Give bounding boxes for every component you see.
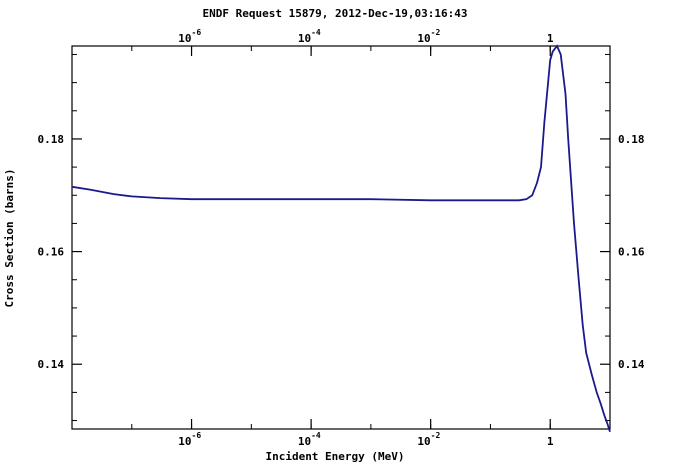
axis-ticks [71, 46, 611, 429]
x-tick-exponent: -6 [192, 28, 202, 37]
y-axis-label: Cross Section (barns) [3, 168, 16, 307]
y-tick-label: 0.14 [38, 358, 65, 371]
x-tick-label: 1 [547, 435, 554, 448]
x-tick-label: 10 [178, 32, 191, 45]
y-tick-label: 0.18 [618, 133, 645, 146]
x-tick-exponent: -4 [311, 28, 321, 37]
x-tick-exponent: -6 [192, 431, 202, 440]
x-tick-exponent: -2 [431, 431, 441, 440]
x-tick-label: 1 [547, 32, 554, 45]
y-tick-label: 0.18 [38, 133, 65, 146]
x-tick-label: 10 [417, 32, 430, 45]
x-tick-labels-bottom: 10 -6 10 -4 10 -2 1 [178, 431, 554, 448]
plot-frame [71, 45, 611, 430]
chart-title: ENDF Request 15879, 2012-Dec-19,03:16:43 [203, 7, 468, 20]
x-tick-exponent: -2 [431, 28, 441, 37]
y-tick-labels-left: 0.14 0.16 0.18 [38, 133, 65, 371]
y-tick-label: 0.16 [618, 246, 645, 259]
y-tick-label: 0.16 [38, 246, 65, 259]
y-tick-label: 0.14 [618, 358, 645, 371]
x-tick-label: 10 [298, 435, 311, 448]
x-tick-label: 10 [417, 435, 430, 448]
x-tick-label: 10 [298, 32, 311, 45]
y-tick-labels-right: 0.14 0.16 0.18 [618, 133, 645, 371]
series-line [71, 44, 611, 433]
x-tick-label: 10 [178, 435, 191, 448]
x-tick-exponent: -4 [311, 431, 321, 440]
x-tick-labels-top: 10 -6 10 -4 10 -2 1 [178, 28, 554, 45]
x-axis-label: Incident Energy (MeV) [265, 450, 404, 463]
